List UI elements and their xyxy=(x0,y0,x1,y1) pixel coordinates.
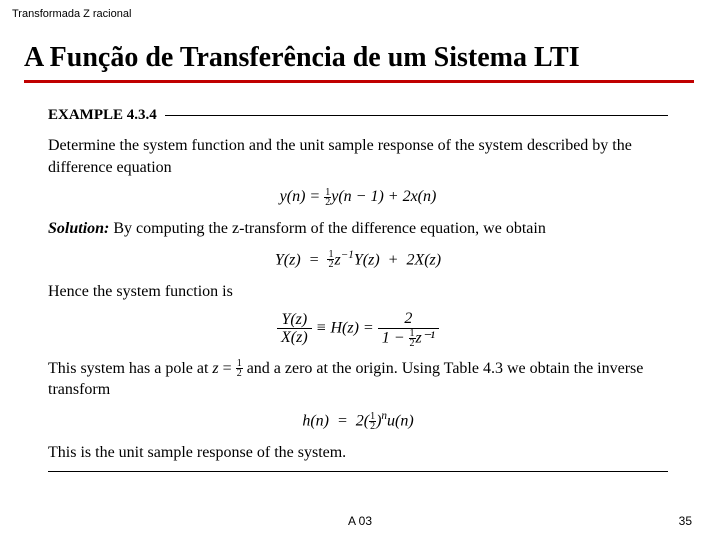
solution-text: By computing the z-transform of the diff… xyxy=(109,220,545,237)
intro-paragraph: Determine the system function and the un… xyxy=(48,135,668,178)
footer-page: 35 xyxy=(679,514,692,528)
eq3-half: 12 xyxy=(409,329,416,348)
eq3-den-post: z⁻¹ xyxy=(416,329,435,346)
equation-3: Y(z) X(z) ≡ H(z) = 2 1 − 12z⁻¹ xyxy=(48,310,668,348)
title-underline xyxy=(24,80,694,83)
example-rule xyxy=(165,115,668,116)
page-title: A Função de Transferência de um Sistema … xyxy=(24,42,580,74)
eq2-half: 12 xyxy=(327,250,334,269)
content-area: EXAMPLE 4.3.4 Determine the system funct… xyxy=(48,105,668,472)
equation-2: Y(z) = 12z−1Y(z) + 2X(z) xyxy=(48,248,668,271)
eq4-half: 12 xyxy=(369,412,376,431)
pole-half: 12 xyxy=(236,359,243,378)
eq3-left-frac: Y(z) X(z) xyxy=(277,311,312,347)
header-small: Transformada Z racional xyxy=(12,8,131,20)
eq3-den-pre: 1 − xyxy=(382,329,409,346)
example-header: EXAMPLE 4.3.4 xyxy=(48,105,668,125)
pole-paragraph: This system has a pole at z = 12 and a z… xyxy=(48,358,668,401)
eq3-right-num: 2 xyxy=(378,310,439,329)
eq1-yn: y(n) = xyxy=(280,188,325,205)
equation-4: h(n) = 2(12)nu(n) xyxy=(48,409,668,432)
solution-label: Solution: xyxy=(48,220,109,237)
footer-code: A 03 xyxy=(0,514,720,528)
eq3-right-frac: 2 1 − 12z⁻¹ xyxy=(378,310,439,348)
example-label: EXAMPLE 4.3.4 xyxy=(48,105,157,125)
equation-1: y(n) = 12y(n − 1) + 2x(n) xyxy=(48,186,668,208)
eq3-left-num: Y(z) xyxy=(277,311,312,330)
bottom-rule xyxy=(48,471,668,472)
hence-paragraph: Hence the system function is xyxy=(48,281,668,303)
eq3-mid: ≡ H(z) = xyxy=(316,320,378,337)
solution-paragraph: Solution: By computing the z-transform o… xyxy=(48,218,668,240)
closing-paragraph: This is the unit sample response of the … xyxy=(48,442,668,464)
eq3-right-den: 1 − 12z⁻¹ xyxy=(378,329,439,348)
eq1-mid: y(n − 1) + 2x(n) xyxy=(331,188,436,205)
eq3-left-den: X(z) xyxy=(277,329,312,347)
